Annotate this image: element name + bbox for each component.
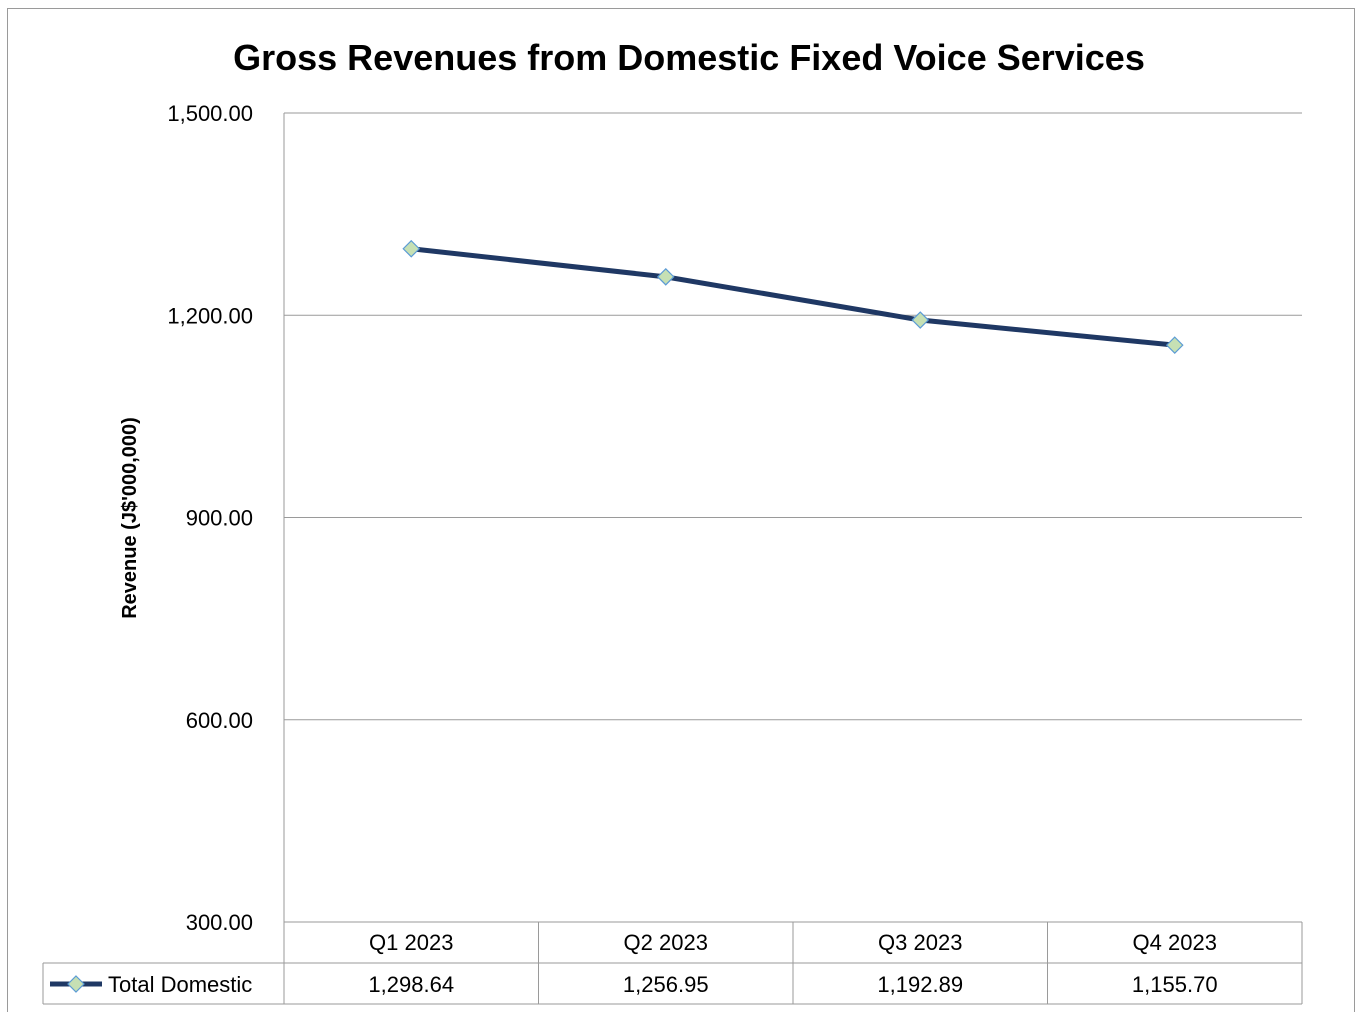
y-tick-label: 300.00 (186, 910, 253, 935)
data-label: 1,298.64 (368, 972, 454, 997)
data-label: 1,256.95 (623, 972, 709, 997)
x-tick-label: Q4 2023 (1133, 930, 1217, 955)
y-axis-ticks: 300.00 600.00 900.00 1,200.00 1,500.00 (167, 101, 253, 935)
legend-marker-swatch (67, 975, 85, 993)
data-point (402, 239, 421, 258)
y-tick-label: 600.00 (186, 708, 253, 733)
chart-title: Gross Revenues from Domestic Fixed Voice… (233, 37, 1145, 78)
data-point (911, 311, 930, 329)
series-line (408, 246, 1178, 348)
series-total-domestic (402, 239, 1184, 354)
data-table: Q1 2023 1,298.64 Q2 2023 1,256.95 Q3 2023 1,1… (42, 921, 1303, 1005)
legend-label: Total Domestic (108, 972, 252, 997)
y-tick-label: 900.00 (186, 506, 253, 531)
data-point (656, 268, 675, 286)
y-axis-label: Revenue (J$'000,000) (119, 417, 141, 619)
x-tick-label: Q3 2023 (878, 930, 962, 955)
y-tick-label: 1,200.00 (167, 303, 253, 328)
chart-frame (7, 8, 1355, 1012)
data-point (1165, 336, 1184, 354)
x-tick-label: Q2 2023 (624, 930, 708, 955)
x-tick-label: Q1 2023 (369, 930, 453, 955)
gridlines (283, 112, 1302, 922)
data-label: 1,192.89 (877, 972, 963, 997)
y-tick-label: 1,500.00 (167, 101, 253, 126)
data-label: 1,155.70 (1132, 972, 1218, 997)
